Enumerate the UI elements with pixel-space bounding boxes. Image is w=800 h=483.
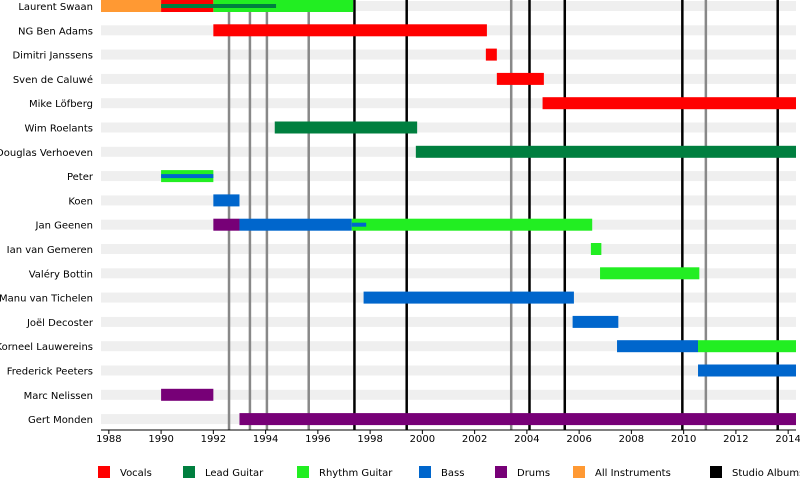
role-bar: [239, 218, 352, 231]
row-stripe: [101, 268, 796, 279]
x-tick-label: 1994: [253, 434, 278, 445]
member-label: Koen: [68, 196, 93, 207]
x-tick-label: 2008: [619, 434, 644, 445]
member-label: Valéry Bottin: [29, 268, 93, 280]
role-bar: [363, 291, 574, 304]
legend-swatch: [183, 466, 195, 478]
x-tick-label: 2006: [566, 434, 591, 445]
row-stripe: [101, 73, 796, 84]
role-bar: [213, 0, 354, 12]
role-bar: [351, 222, 367, 227]
legend-swatch: [573, 466, 585, 478]
x-tick-label: 2014: [775, 434, 800, 445]
role-bar: [600, 267, 700, 280]
row-stripe: [101, 365, 796, 376]
row-stripe: [101, 316, 796, 327]
member-label: Ian van Gemeren: [7, 245, 93, 256]
x-tick-label: 2002: [462, 434, 487, 445]
role-bar: [161, 4, 277, 8]
role-bar: [542, 97, 796, 110]
x-tick-label: 1998: [357, 434, 382, 445]
legend-swatch: [710, 466, 722, 478]
row-stripe: [101, 49, 796, 60]
member-label: Douglas Verhoeven: [0, 148, 93, 159]
legend-label: Studio Albums: [732, 468, 800, 479]
row-stripe: [101, 341, 796, 352]
role-bar: [161, 174, 214, 179]
member-label: Manu van Tichelen: [0, 294, 93, 305]
role-bar: [213, 24, 487, 37]
role-bar: [572, 315, 619, 328]
x-tick-label: 2000: [410, 434, 435, 445]
x-tick-label: 2012: [723, 434, 748, 445]
role-bar: [415, 145, 796, 158]
member-label: Peter: [67, 172, 94, 183]
role-bar: [351, 218, 593, 231]
role-bar: [485, 48, 497, 61]
role-bar: [213, 194, 240, 207]
row-stripe: [101, 244, 796, 254]
member-label: Marc Nelissen: [24, 391, 93, 402]
role-bar: [274, 121, 418, 134]
legend-label: Rhythm Guitar: [319, 468, 393, 479]
row-stripe: [101, 171, 796, 182]
member-label: Sven de Caluwé: [13, 74, 93, 86]
role-bar: [213, 218, 240, 231]
role-bar: [698, 364, 796, 377]
legend-label: Drums: [517, 468, 550, 479]
member-label: Korneel Lauwereins: [0, 342, 93, 353]
legend-label: All Instruments: [595, 468, 671, 479]
x-tick-label: 2010: [671, 434, 696, 445]
member-label: Frederick Peeters: [7, 367, 93, 378]
x-tick-label: 1988: [96, 434, 121, 445]
legend-label: Vocals: [120, 468, 152, 479]
role-bar: [698, 340, 796, 353]
row-stripe: [101, 122, 796, 133]
legend-label: Lead Guitar: [205, 468, 264, 479]
role-bar: [617, 340, 699, 353]
row-stripe: [101, 1, 796, 11]
x-tick-label: 1996: [305, 434, 330, 445]
member-label: Jan Geenen: [35, 221, 93, 232]
row-stripe: [101, 195, 796, 206]
x-tick-label: 2004: [514, 434, 539, 445]
member-label: Gert Monden: [28, 415, 93, 426]
member-label: NG Ben Adams: [18, 26, 93, 37]
row-stripe: [101, 389, 796, 400]
role-bar: [239, 413, 797, 426]
legend-swatch: [98, 466, 110, 478]
member-label: Joël Decoster: [26, 318, 94, 329]
role-bar: [161, 388, 214, 401]
legend-swatch: [297, 466, 309, 478]
member-label: Laurent Swaan: [18, 2, 93, 13]
legend-swatch: [495, 466, 507, 478]
row-stripe: [101, 98, 796, 109]
role-bar: [101, 0, 162, 12]
role-bar: [496, 72, 544, 85]
x-tick-label: 1992: [201, 434, 226, 445]
member-label: Mike Löfberg: [29, 99, 93, 110]
x-tick-label: 1990: [148, 434, 173, 445]
member-label: Wim Roelants: [24, 124, 93, 135]
legend-label: Bass: [441, 468, 464, 479]
role-bar: [590, 243, 602, 255]
member-label: Dimitri Janssens: [12, 51, 93, 62]
legend-swatch: [419, 466, 431, 478]
